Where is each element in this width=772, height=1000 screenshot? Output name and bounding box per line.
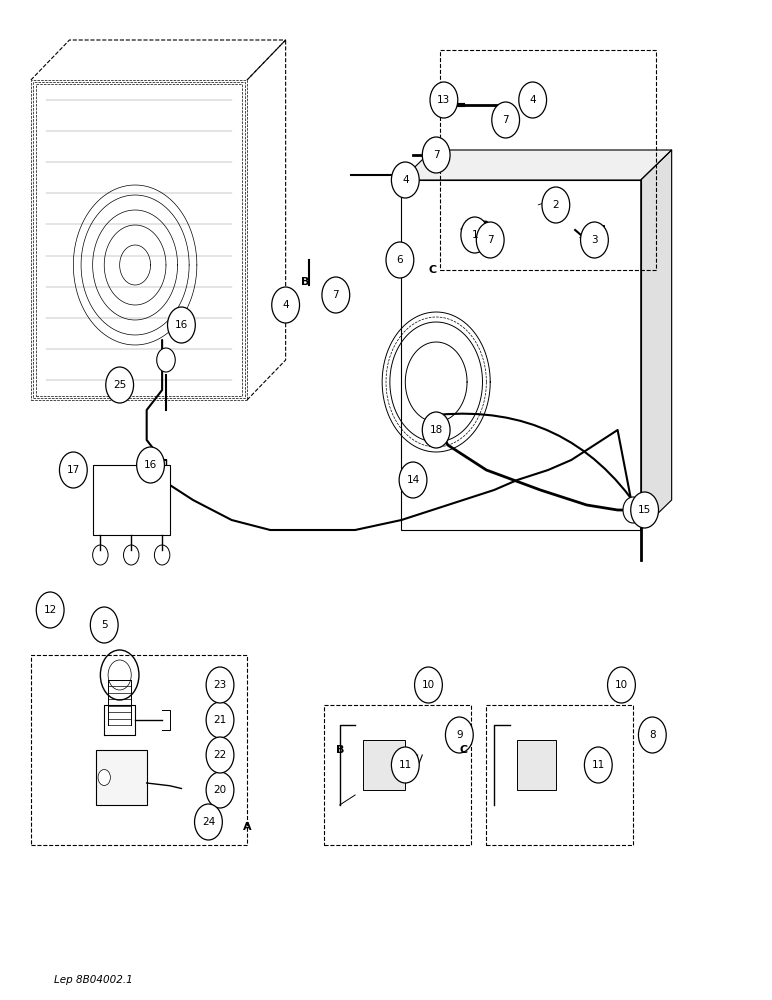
Text: 2: 2 — [553, 200, 559, 210]
Circle shape — [206, 737, 234, 773]
Circle shape — [391, 162, 419, 198]
Circle shape — [461, 217, 489, 253]
Circle shape — [476, 222, 504, 258]
Text: B: B — [301, 277, 310, 287]
Circle shape — [584, 747, 612, 783]
Text: 24: 24 — [201, 817, 215, 827]
Text: A: A — [243, 822, 252, 832]
Text: 18: 18 — [429, 425, 443, 435]
Text: 21: 21 — [213, 715, 227, 725]
Circle shape — [206, 772, 234, 808]
Text: C: C — [459, 745, 468, 755]
Circle shape — [608, 667, 635, 703]
FancyBboxPatch shape — [324, 705, 471, 845]
Text: 9: 9 — [456, 730, 462, 740]
Text: 7: 7 — [333, 290, 339, 300]
Text: 10: 10 — [615, 680, 628, 690]
Text: 14: 14 — [406, 475, 420, 485]
Text: 8: 8 — [649, 730, 655, 740]
Circle shape — [581, 222, 608, 258]
Circle shape — [206, 702, 234, 738]
FancyBboxPatch shape — [401, 180, 641, 530]
Circle shape — [157, 348, 175, 372]
FancyBboxPatch shape — [486, 705, 633, 845]
Text: 4: 4 — [530, 95, 536, 105]
Text: 11: 11 — [591, 760, 605, 770]
Circle shape — [422, 412, 450, 448]
FancyBboxPatch shape — [517, 740, 556, 790]
Text: 4: 4 — [402, 175, 408, 185]
Circle shape — [386, 242, 414, 278]
Text: 13: 13 — [437, 95, 451, 105]
Text: 12: 12 — [43, 605, 57, 615]
Circle shape — [415, 667, 442, 703]
Circle shape — [430, 82, 458, 118]
Text: 23: 23 — [213, 680, 227, 690]
Text: 1: 1 — [472, 230, 478, 240]
Circle shape — [106, 367, 134, 403]
Polygon shape — [641, 150, 672, 530]
Text: Lep 8B04002.1: Lep 8B04002.1 — [54, 975, 133, 985]
Circle shape — [36, 592, 64, 628]
Circle shape — [638, 717, 666, 753]
Text: 5: 5 — [101, 620, 107, 630]
Circle shape — [98, 770, 110, 786]
Text: 4: 4 — [283, 300, 289, 310]
FancyBboxPatch shape — [96, 750, 147, 805]
Circle shape — [422, 137, 450, 173]
Circle shape — [168, 307, 195, 343]
Text: 7: 7 — [433, 150, 439, 160]
Text: 6: 6 — [397, 255, 403, 265]
Text: 16: 16 — [174, 320, 188, 330]
FancyBboxPatch shape — [31, 655, 247, 845]
Text: 20: 20 — [213, 785, 227, 795]
Circle shape — [206, 667, 234, 703]
Circle shape — [519, 82, 547, 118]
Circle shape — [137, 447, 164, 483]
Text: 7: 7 — [487, 235, 493, 245]
Circle shape — [445, 717, 473, 753]
Text: 15: 15 — [638, 505, 652, 515]
Circle shape — [195, 804, 222, 840]
FancyBboxPatch shape — [93, 465, 170, 535]
Circle shape — [59, 452, 87, 488]
Text: 3: 3 — [591, 235, 598, 245]
Circle shape — [391, 747, 419, 783]
Circle shape — [322, 277, 350, 313]
FancyBboxPatch shape — [593, 225, 604, 245]
Circle shape — [631, 492, 659, 528]
Circle shape — [90, 607, 118, 643]
Text: 7: 7 — [503, 115, 509, 125]
Text: 22: 22 — [213, 750, 227, 760]
Circle shape — [542, 187, 570, 223]
FancyBboxPatch shape — [363, 740, 405, 790]
Text: 10: 10 — [422, 680, 435, 690]
Circle shape — [399, 462, 427, 498]
Polygon shape — [401, 150, 672, 180]
Text: 17: 17 — [66, 465, 80, 475]
Circle shape — [623, 497, 643, 523]
Circle shape — [492, 102, 520, 138]
Text: C: C — [428, 265, 437, 275]
Text: 11: 11 — [398, 760, 412, 770]
Circle shape — [272, 287, 300, 323]
Text: B: B — [336, 745, 344, 755]
Text: 25: 25 — [113, 380, 127, 390]
Text: 16: 16 — [144, 460, 157, 470]
